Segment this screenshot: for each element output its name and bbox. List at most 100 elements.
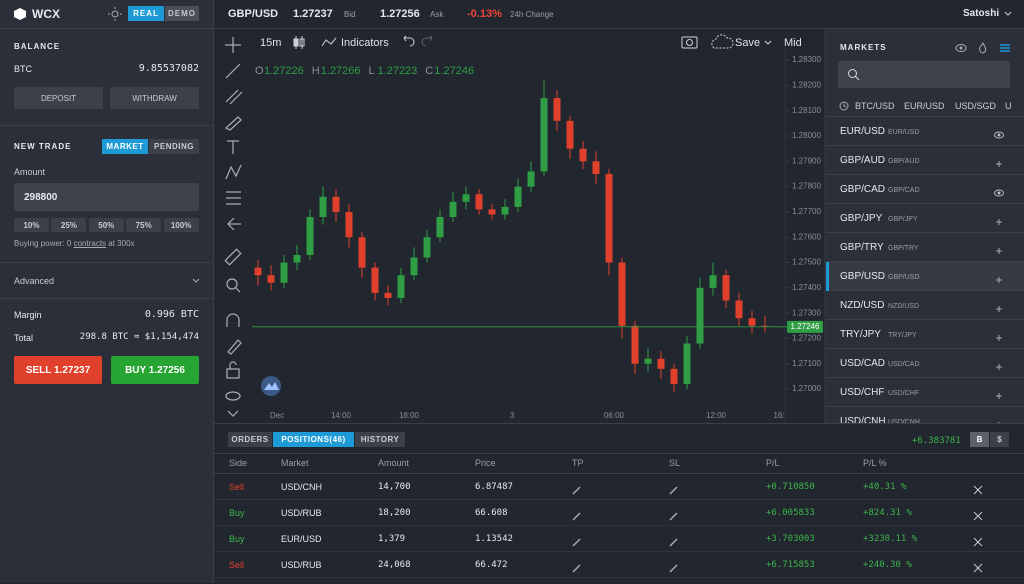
edit-icon[interactable] — [572, 508, 582, 526]
edit-icon[interactable] — [669, 534, 679, 552]
market-row[interactable] — [826, 146, 1024, 175]
market-row[interactable] — [826, 175, 1024, 204]
market-row[interactable] — [826, 233, 1024, 262]
market-row[interactable] — [826, 320, 1024, 349]
y-tick-label: 1.28100 — [792, 106, 821, 115]
tab-market[interactable]: MARKET — [102, 139, 148, 154]
graphic — [669, 486, 678, 495]
unit-button[interactable]: B — [970, 432, 989, 447]
mode-real[interactable]: REAL — [128, 6, 164, 21]
prediction-tool — [226, 191, 241, 205]
candle-body — [397, 275, 405, 298]
legend-value: 1.27226 — [264, 65, 304, 77]
percent-button[interactable]: 50% — [88, 218, 124, 232]
candle-body — [683, 343, 691, 384]
edit-icon[interactable] — [572, 560, 582, 578]
add-icon[interactable] — [994, 388, 1004, 406]
search-box[interactable] — [838, 61, 1010, 88]
add-icon[interactable] — [994, 359, 1004, 377]
x-tick-label: 18:00 — [399, 411, 420, 420]
theme-icon[interactable] — [108, 7, 122, 21]
candle-body — [514, 186, 522, 207]
unit-button[interactable]: $ — [990, 432, 1009, 447]
row-pl-pct: +240.30 % — [863, 560, 912, 570]
row-side: Buy — [229, 534, 245, 544]
close-position[interactable] — [973, 560, 983, 578]
edit-icon[interactable] — [572, 482, 582, 500]
contracts-link[interactable]: contracts — [73, 239, 107, 248]
market-row[interactable] — [826, 349, 1024, 378]
close-position[interactable] — [973, 482, 983, 500]
legend-value: 1.27223 — [378, 65, 418, 77]
add-icon[interactable] — [994, 243, 1004, 261]
withdraw-button[interactable]: WITHDRAW — [110, 87, 199, 109]
percent-button[interactable]: 10% — [14, 218, 49, 232]
watch-icon[interactable] — [994, 127, 1004, 145]
candle-body — [657, 358, 665, 369]
graphic — [572, 512, 581, 521]
candle-body — [293, 254, 301, 263]
add-icon[interactable] — [994, 156, 1004, 174]
mode-demo[interactable]: DEMO — [165, 6, 199, 21]
market-row[interactable] — [826, 262, 1024, 291]
market-row[interactable] — [826, 291, 1024, 320]
graphic — [973, 511, 983, 521]
sell-button[interactable]: SELL 1.27237 — [14, 356, 102, 384]
market-row[interactable] — [826, 204, 1024, 233]
market-tab[interactable]: U — [1005, 101, 1012, 111]
legend-key: L — [369, 65, 375, 77]
add-icon[interactable] — [994, 330, 1004, 348]
graphic — [997, 191, 1001, 195]
watch-icon-glyph — [994, 189, 1004, 197]
candle-body — [566, 120, 574, 149]
close-position[interactable] — [973, 508, 983, 526]
percent-button[interactable]: 100% — [163, 218, 199, 232]
advanced-toggle[interactable]: Advanced — [14, 276, 55, 286]
add-icon[interactable] — [994, 214, 1004, 232]
add-icon[interactable] — [994, 301, 1004, 319]
market-tab[interactable]: BTC/USD — [855, 101, 895, 111]
balance-amount: 9.85537082 — [138, 63, 199, 74]
interval[interactable]: 15m — [260, 37, 281, 49]
row-price: 6.87487 — [475, 482, 513, 492]
edit-icon-glyph — [572, 564, 581, 573]
x-tick-label: Dec — [270, 411, 284, 420]
deposit-button[interactable]: DEPOSIT — [14, 87, 103, 109]
candle-body — [553, 98, 561, 121]
tab-pending[interactable]: PENDING — [149, 139, 199, 154]
balance-currency: BTC — [14, 64, 32, 74]
more-tools — [227, 410, 239, 417]
add-icon[interactable] — [994, 272, 1004, 290]
percent-button[interactable]: 75% — [126, 218, 162, 232]
edit-icon[interactable] — [669, 508, 679, 526]
graphic — [235, 287, 241, 293]
watch-icon[interactable] — [994, 185, 1004, 203]
amount-input[interactable] — [14, 183, 199, 211]
positions-tab[interactable]: ORDERS — [228, 432, 272, 447]
market-tab[interactable]: USD/SGD — [955, 101, 997, 111]
divider — [0, 125, 213, 126]
market-tab[interactable]: EUR/USD — [904, 101, 945, 111]
legend-value: 1.27266 — [321, 65, 361, 77]
row-amount: 18,200 — [378, 508, 411, 518]
price-source[interactable]: Mid — [784, 37, 802, 49]
close-position[interactable] — [973, 534, 983, 552]
user[interactable]: Satoshi — [963, 8, 1000, 19]
positions-tab[interactable]: HISTORY — [355, 432, 405, 447]
edit-icon[interactable] — [669, 482, 679, 500]
edit-icon[interactable] — [669, 560, 679, 578]
column-header: Side — [229, 458, 248, 468]
graphic — [839, 101, 849, 111]
row-side: Sell — [229, 482, 245, 492]
indicators[interactable]: Indicators — [341, 37, 389, 49]
market-row[interactable] — [826, 378, 1024, 407]
buy-button[interactable]: BUY 1.27256 — [111, 356, 199, 384]
close-position-glyph — [973, 485, 983, 495]
edit-icon[interactable] — [572, 534, 582, 552]
graphic — [229, 91, 243, 105]
row-price: 1.13542 — [475, 534, 513, 544]
percent-button[interactable]: 25% — [51, 218, 87, 232]
save[interactable]: Save — [735, 37, 760, 49]
positions-tab[interactable]: POSITIONS(46) — [273, 432, 354, 447]
market-row[interactable] — [826, 117, 1024, 146]
